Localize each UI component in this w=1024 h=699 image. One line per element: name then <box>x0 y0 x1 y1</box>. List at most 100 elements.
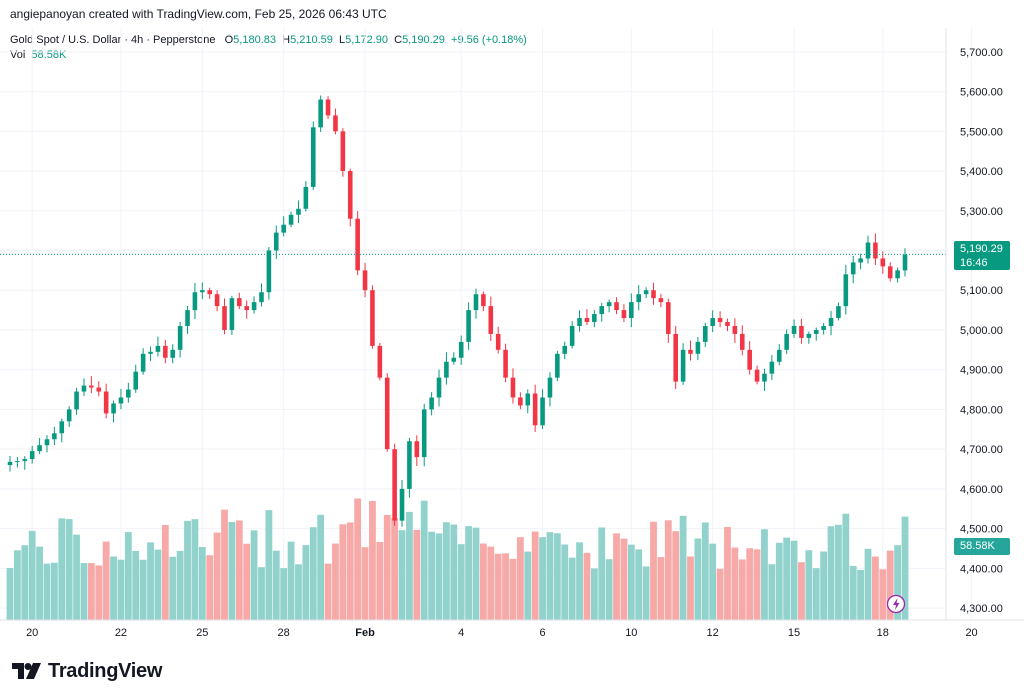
volume-bar <box>376 541 384 620</box>
tradingview-logo[interactable]: TradingView <box>12 658 162 684</box>
candle-body <box>29 451 35 460</box>
high-value: 5,210.59 <box>290 34 333 46</box>
candle-body <box>658 298 664 303</box>
bar-countdown: 16:46 <box>960 257 988 269</box>
open-label: O <box>224 34 234 46</box>
volume-bar <box>812 568 820 620</box>
candle-body <box>96 387 102 392</box>
volume-bar <box>657 557 665 620</box>
candle-body <box>895 270 900 279</box>
volume-bar <box>161 524 169 620</box>
candle-body <box>407 441 412 489</box>
volume-bar <box>709 543 717 620</box>
volume-bar <box>479 543 487 620</box>
candle-body <box>421 409 427 458</box>
candle-body <box>680 349 686 382</box>
volume-bar <box>369 500 376 620</box>
candle-body <box>207 290 213 295</box>
time-tick-label: Feb <box>355 627 375 639</box>
volume-bar <box>872 556 879 620</box>
volume-bar <box>391 518 399 620</box>
candle-body <box>850 262 856 275</box>
candle-body <box>599 306 605 315</box>
volume-bar <box>768 564 776 620</box>
candle-body <box>44 439 50 446</box>
candle-body <box>495 333 501 350</box>
volume-bar <box>58 518 66 620</box>
volume-bar <box>80 563 88 620</box>
candle-body <box>503 349 508 378</box>
low-value: 5,172.90 <box>345 34 388 46</box>
volume-bar <box>694 538 702 620</box>
change-value: +9.56 (+0.18%) <box>451 34 527 46</box>
volume-bar <box>901 516 909 620</box>
candle-body <box>192 292 198 311</box>
price-tick-label: 5,300.00 <box>960 206 1003 218</box>
time-tick-label: 6 <box>539 627 545 639</box>
time-axis[interactable]: 20222528Feb4610121518202426 <box>26 627 1024 639</box>
volume-bar <box>842 513 850 620</box>
candle-body <box>229 298 235 330</box>
volume-bar <box>361 547 369 620</box>
volume-bar <box>805 550 813 620</box>
open-value: 5,180.83 <box>233 34 276 46</box>
candle-body <box>318 99 323 128</box>
volume-bar <box>835 524 842 620</box>
candle-body <box>887 266 893 279</box>
candle-body <box>362 270 368 291</box>
price-tick-label: 4,700.00 <box>960 444 1003 456</box>
candle-body <box>606 302 612 307</box>
volume-bar <box>383 514 391 620</box>
volume-bar <box>613 533 620 620</box>
lightning-icon[interactable] <box>886 594 906 614</box>
price-tick-label: 4,900.00 <box>960 365 1003 377</box>
volume-bar <box>428 531 436 620</box>
price-tick-label: 5,700.00 <box>960 47 1003 59</box>
candle-body <box>244 306 249 311</box>
candle-body <box>592 314 597 323</box>
volume-bar <box>398 530 406 620</box>
time-tick-label: 4 <box>458 627 464 639</box>
volume-bar <box>102 541 110 620</box>
price-axis[interactable]: 5,700.00 5,600.00 5,500.00 5,400.00 5,300.00… <box>960 47 1003 615</box>
candle-body <box>688 349 693 354</box>
candle-body <box>629 302 634 319</box>
candles <box>7 95 908 527</box>
volume-bar <box>724 527 731 620</box>
low-label: L <box>339 34 346 46</box>
time-tick-label: 25 <box>196 627 208 639</box>
volume-bar <box>465 526 472 620</box>
candle-body <box>399 488 405 521</box>
candle-body <box>466 310 471 342</box>
close-value: 5,190.29 <box>402 34 445 46</box>
candle-body <box>666 302 671 334</box>
candle-body <box>436 377 442 398</box>
time-tick-label: 22 <box>115 627 127 639</box>
candle-body <box>22 459 28 462</box>
volume-bar <box>280 568 288 620</box>
candle-body <box>133 371 139 390</box>
volume-bar <box>228 521 236 620</box>
volume-bar <box>879 569 887 620</box>
candle-body <box>414 441 420 458</box>
candle-body <box>222 306 227 330</box>
candle-body <box>747 349 752 370</box>
volume-bar <box>317 514 325 620</box>
volume-bar <box>642 566 650 620</box>
symbol-name[interactable]: Gold Spot / U.S. Dollar · 4h · Peppersto… <box>10 34 216 46</box>
volume-bar <box>783 537 791 620</box>
candle-body <box>532 393 538 426</box>
candle-body <box>717 318 723 323</box>
candle-body <box>163 345 168 358</box>
volume-bar <box>516 537 524 620</box>
candle-body <box>370 290 375 346</box>
volume-bar <box>894 545 902 620</box>
volume-bar <box>354 498 362 620</box>
volume-bar <box>139 559 147 620</box>
volume-badge: 58.58K <box>954 538 1010 555</box>
candle-body <box>695 341 701 354</box>
time-tick-label: 20 <box>965 627 977 639</box>
volume-bar <box>147 542 154 620</box>
candle-body <box>858 258 863 263</box>
